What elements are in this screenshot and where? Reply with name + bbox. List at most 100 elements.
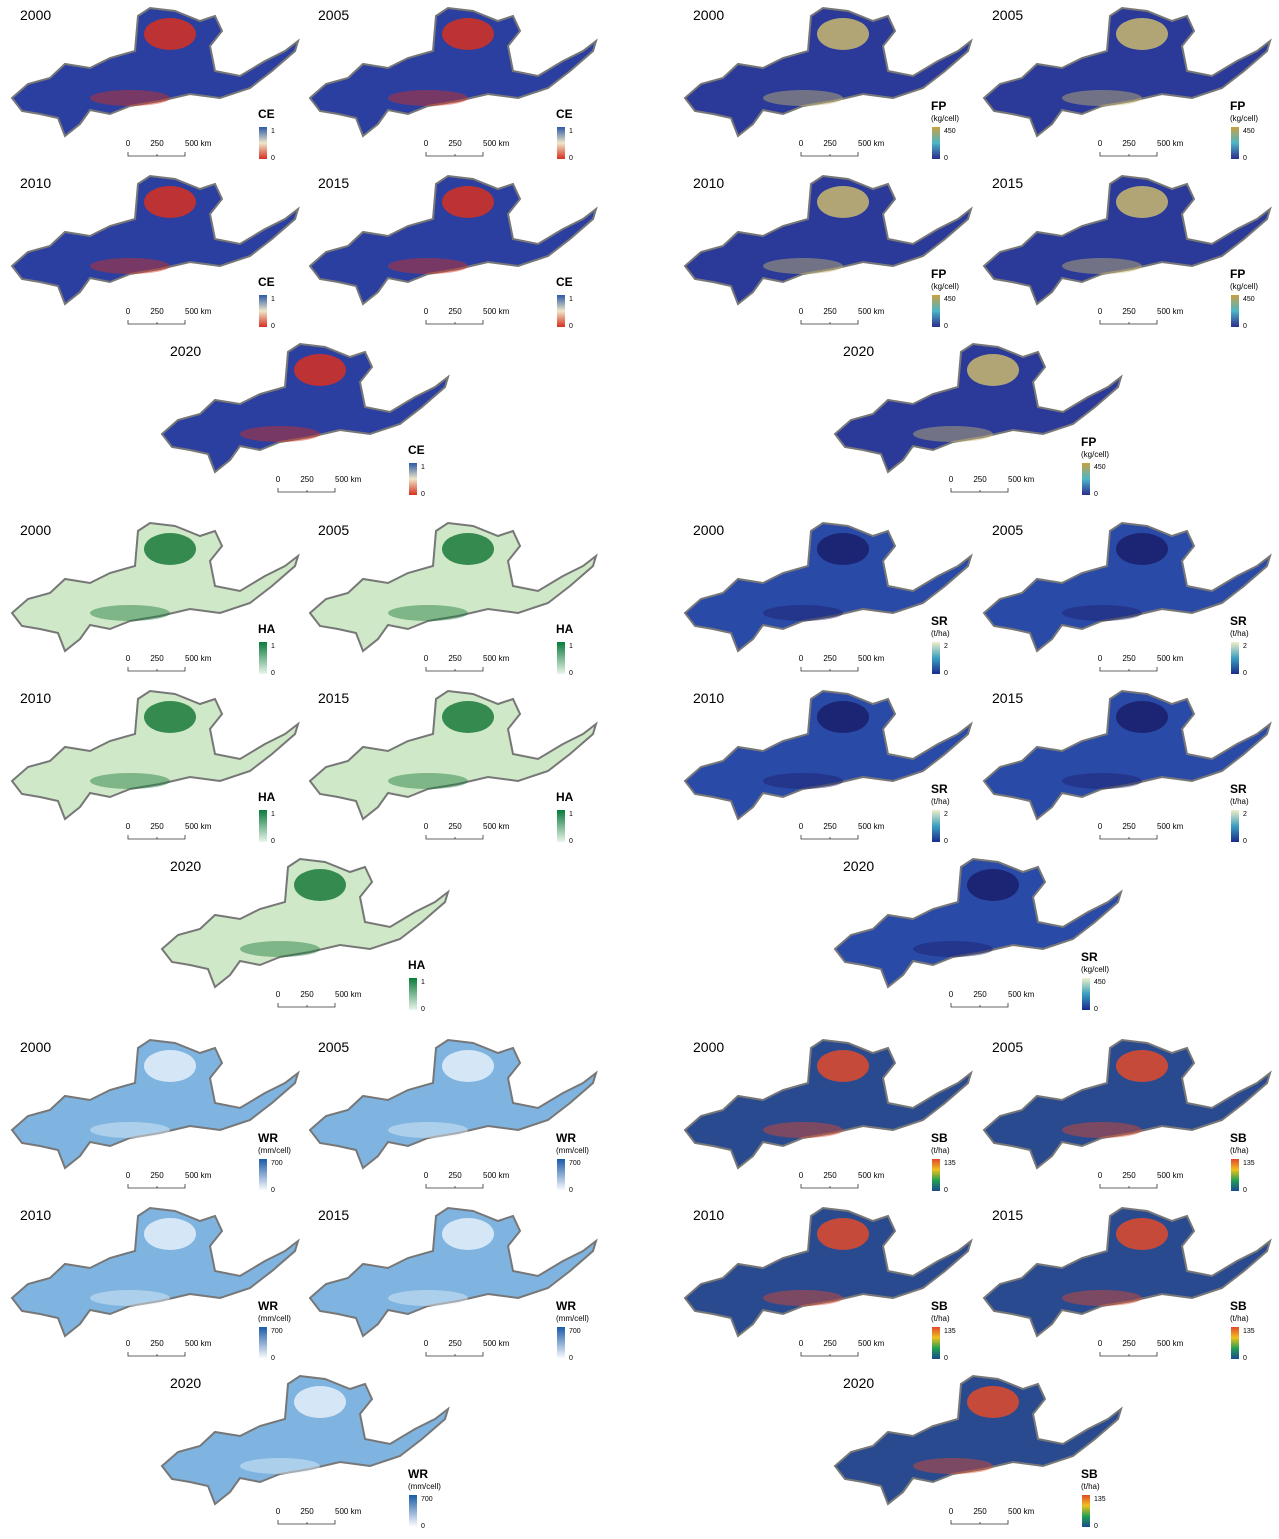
legend-unit: (mm/cell) — [258, 1146, 291, 1155]
map — [835, 344, 1121, 472]
map — [12, 8, 298, 136]
legend-min: 0 — [569, 155, 573, 162]
map-cell: 20150250500 kmWR(mm/cell)7000 — [310, 1207, 596, 1362]
legend-max: 2 — [1243, 811, 1247, 818]
map-cell: 20200250500 kmCE10 — [162, 343, 448, 498]
legend-max: 700 — [421, 1496, 433, 1503]
year-label: 2020 — [843, 343, 874, 359]
scale-label: 0 — [799, 1171, 804, 1180]
scale-bar — [1100, 152, 1157, 156]
legend-bar — [557, 1159, 565, 1191]
scale-label: 250 — [150, 1339, 164, 1348]
scale-label: 0 — [126, 139, 131, 148]
scale-label: 0 — [799, 822, 804, 831]
map — [162, 344, 448, 472]
map-accent — [144, 701, 196, 733]
legend-max: 450 — [944, 296, 956, 303]
scale-label: 500 km — [1157, 139, 1184, 148]
map-accent — [763, 1122, 843, 1138]
scale-label: 500 km — [185, 1171, 212, 1180]
year-label: 2010 — [693, 690, 724, 706]
map-accent — [1062, 90, 1142, 106]
year-label: 2005 — [992, 522, 1023, 538]
year-label: 2015 — [318, 175, 349, 191]
scale-label: 500 km — [858, 307, 885, 316]
map-cell: 20100250500 kmHA10 — [12, 690, 298, 845]
scale-label: 250 — [300, 475, 314, 484]
legend-max: 700 — [569, 1160, 581, 1167]
page: 20000250500 kmCE1020050250500 kmCE102010… — [0, 0, 1279, 1539]
legend-bar — [259, 810, 267, 842]
scale-label: 500 km — [335, 1507, 362, 1516]
legend-max: 450 — [944, 128, 956, 135]
scale-label: 500 km — [185, 1339, 212, 1348]
map-cell: 20150250500 kmSB(t/ha)1350 — [984, 1207, 1270, 1362]
map-cell: 20100250500 kmSR(t/ha)20 — [685, 690, 971, 845]
legend-max: 450 — [1243, 296, 1255, 303]
legend-bar — [409, 1495, 417, 1527]
scale-label: 0 — [1098, 139, 1103, 148]
map — [984, 1040, 1270, 1168]
scale-bar — [278, 488, 335, 492]
legend-min: 0 — [1094, 1006, 1098, 1013]
legend-title: CE — [258, 275, 275, 289]
map — [685, 1208, 971, 1336]
legend-unit: (kg/cell) — [1230, 282, 1258, 291]
map-accent — [967, 354, 1019, 386]
scale-label: 500 km — [858, 654, 885, 663]
map — [310, 176, 596, 304]
scale-label: 250 — [1122, 822, 1136, 831]
legend-title: WR — [408, 1467, 428, 1481]
legend-max: 135 — [944, 1160, 956, 1167]
legend-bar — [259, 1159, 267, 1191]
scale-label: 500 km — [858, 822, 885, 831]
legend-min: 0 — [569, 1355, 573, 1362]
legend-unit: (t/ha) — [931, 1314, 950, 1323]
scale-bar — [1100, 835, 1157, 839]
legend-min: 0 — [421, 1523, 425, 1530]
legend-unit: (mm/cell) — [258, 1314, 291, 1323]
map-cell: 20150250500 kmHA10 — [310, 690, 596, 845]
legend-min: 0 — [271, 838, 275, 845]
year-label: 2015 — [992, 1207, 1023, 1223]
legend-title: WR — [556, 1131, 576, 1145]
scale-label: 250 — [150, 654, 164, 663]
legend-max: 1 — [271, 128, 275, 135]
scale-label: 500 km — [185, 822, 212, 831]
legend-title: SB — [931, 1299, 948, 1313]
scale-label: 0 — [949, 990, 954, 999]
map-accent — [388, 258, 468, 274]
legend-max: 700 — [569, 1328, 581, 1335]
map-accent — [1062, 1290, 1142, 1306]
map — [984, 1208, 1270, 1336]
legend-title: CE — [258, 107, 275, 121]
legend-title: SR — [931, 782, 948, 796]
map-cell: 20200250500 kmSR(kg/cell)4500 — [835, 858, 1121, 1013]
legend-max: 450 — [1094, 979, 1106, 986]
legend-bar — [1231, 642, 1239, 674]
scale-label: 0 — [424, 307, 429, 316]
scale-label: 250 — [448, 307, 462, 316]
legend-bar — [557, 642, 565, 674]
scale-bar — [128, 667, 185, 671]
legend-min: 0 — [271, 323, 275, 330]
scale-label: 250 — [973, 475, 987, 484]
legend-bar — [259, 1327, 267, 1359]
legend-unit: (t/ha) — [1230, 797, 1249, 806]
legend-unit: (t/ha) — [931, 797, 950, 806]
legend-min: 0 — [271, 1187, 275, 1194]
year-label: 2005 — [318, 1039, 349, 1055]
scale-label: 500 km — [1157, 1339, 1184, 1348]
scale-bar — [1100, 1184, 1157, 1188]
map-cell: 20050250500 kmCE10 — [310, 7, 596, 162]
legend-unit: (kg/cell) — [931, 282, 959, 291]
map — [685, 176, 971, 304]
map — [685, 8, 971, 136]
legend-bar — [557, 127, 565, 159]
scale-label: 250 — [823, 139, 837, 148]
map-accent — [144, 1050, 196, 1082]
scale-label: 500 km — [483, 654, 510, 663]
map-cell: 20200250500 kmSB(t/ha)1350 — [835, 1375, 1121, 1530]
